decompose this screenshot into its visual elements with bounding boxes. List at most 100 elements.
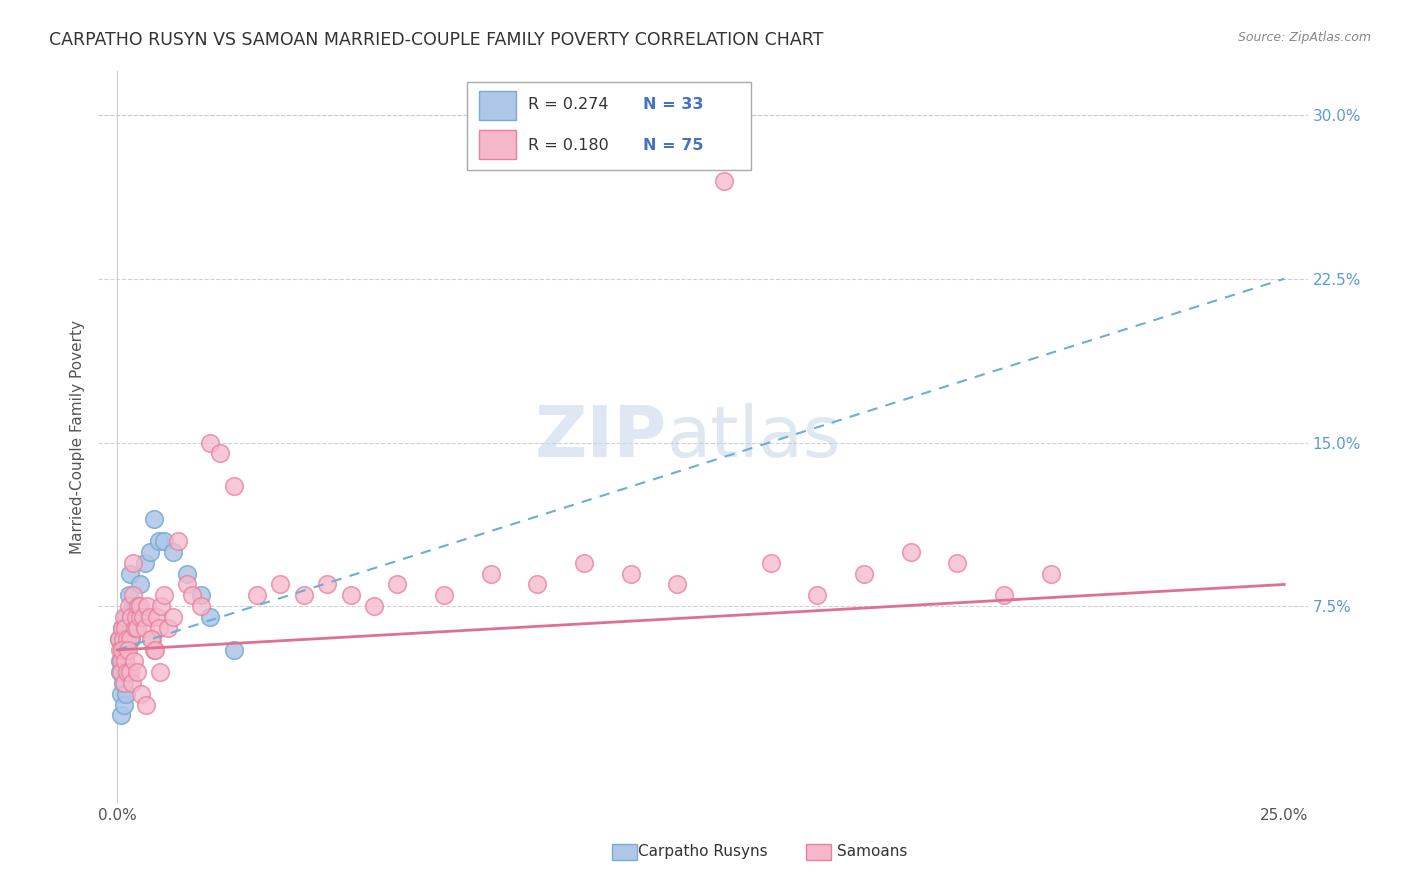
Point (134, 621, 156, 635)
Point (759, 556, 782, 570)
Point (110, 654, 132, 668)
Point (150, 599, 173, 614)
Point (122, 556, 145, 570)
Point (208, 446, 231, 460)
Point (117, 643, 139, 657)
Point (125, 621, 148, 635)
Point (112, 675, 135, 690)
Point (143, 512, 166, 526)
Point (132, 610, 155, 624)
Point (118, 665, 141, 679)
Point (152, 588, 174, 602)
Point (387, 577, 409, 591)
Point (176, 577, 198, 591)
Point (111, 621, 134, 635)
Point (713, 173, 735, 187)
Point (148, 621, 170, 635)
Point (114, 643, 136, 657)
Y-axis label: Married-Couple Family Poverty: Married-Couple Family Poverty (69, 320, 84, 554)
Point (479, 566, 502, 581)
Point (853, 566, 876, 581)
Point (526, 577, 548, 591)
Point (110, 687, 132, 701)
Point (111, 621, 134, 635)
Point (148, 533, 170, 548)
Point (110, 708, 132, 723)
Point (136, 599, 159, 614)
Point (115, 643, 138, 657)
Point (121, 675, 143, 690)
Point (112, 698, 135, 712)
Text: CARPATHO RUSYN VS SAMOAN MARRIED-COUPLE FAMILY POVERTY CORRELATION CHART: CARPATHO RUSYN VS SAMOAN MARRIED-COUPLE … (49, 31, 824, 49)
Point (666, 577, 689, 591)
Text: Source: ZipAtlas.com: Source: ZipAtlas.com (1237, 31, 1371, 45)
Point (146, 610, 169, 624)
Point (222, 479, 245, 493)
Point (115, 665, 138, 679)
Point (166, 533, 188, 548)
Point (222, 643, 245, 657)
Point (162, 610, 184, 624)
Point (118, 599, 141, 614)
Point (269, 577, 291, 591)
Point (316, 577, 339, 591)
Text: N = 75: N = 75 (643, 138, 703, 153)
Point (115, 687, 138, 701)
Point (110, 665, 132, 679)
Text: Carpatho Rusyns: Carpatho Rusyns (638, 845, 768, 859)
Point (292, 588, 315, 602)
Point (131, 687, 153, 701)
Point (134, 556, 156, 570)
Point (112, 610, 135, 624)
Point (120, 610, 142, 624)
Point (108, 632, 131, 646)
Point (900, 545, 922, 559)
Point (149, 665, 172, 679)
Point (117, 621, 139, 635)
Point (121, 588, 143, 602)
Point (111, 632, 134, 646)
Point (112, 632, 135, 646)
Point (152, 533, 174, 548)
Text: Samoans: Samoans (837, 845, 907, 859)
Point (128, 610, 150, 624)
Point (363, 599, 385, 614)
Point (135, 698, 157, 712)
Point (114, 665, 136, 679)
Text: R = 0.274: R = 0.274 (527, 96, 609, 112)
Point (1039, 566, 1062, 581)
Point (114, 621, 136, 635)
Point (108, 654, 131, 668)
Point (112, 675, 135, 690)
Point (433, 588, 456, 602)
Bar (479, 130, 516, 159)
Point (180, 588, 202, 602)
Text: N = 33: N = 33 (643, 96, 703, 112)
Point (139, 545, 162, 559)
Text: ZIP: ZIP (534, 402, 666, 472)
Point (120, 632, 142, 646)
Point (190, 599, 212, 614)
Point (129, 577, 152, 591)
Point (124, 654, 146, 668)
Point (143, 643, 166, 657)
Point (200, 435, 222, 450)
Point (125, 599, 148, 614)
Point (115, 610, 138, 624)
Bar (479, 91, 516, 120)
Point (129, 599, 152, 614)
Point (139, 632, 162, 646)
Point (139, 610, 162, 624)
Point (110, 665, 132, 679)
Point (118, 588, 141, 602)
Point (111, 643, 134, 657)
Point (120, 632, 142, 646)
Point (108, 632, 131, 646)
Point (200, 610, 222, 624)
Text: atlas: atlas (666, 402, 841, 472)
Point (127, 665, 149, 679)
Point (114, 654, 136, 668)
Point (162, 545, 184, 559)
Point (246, 588, 269, 602)
Point (122, 599, 145, 614)
